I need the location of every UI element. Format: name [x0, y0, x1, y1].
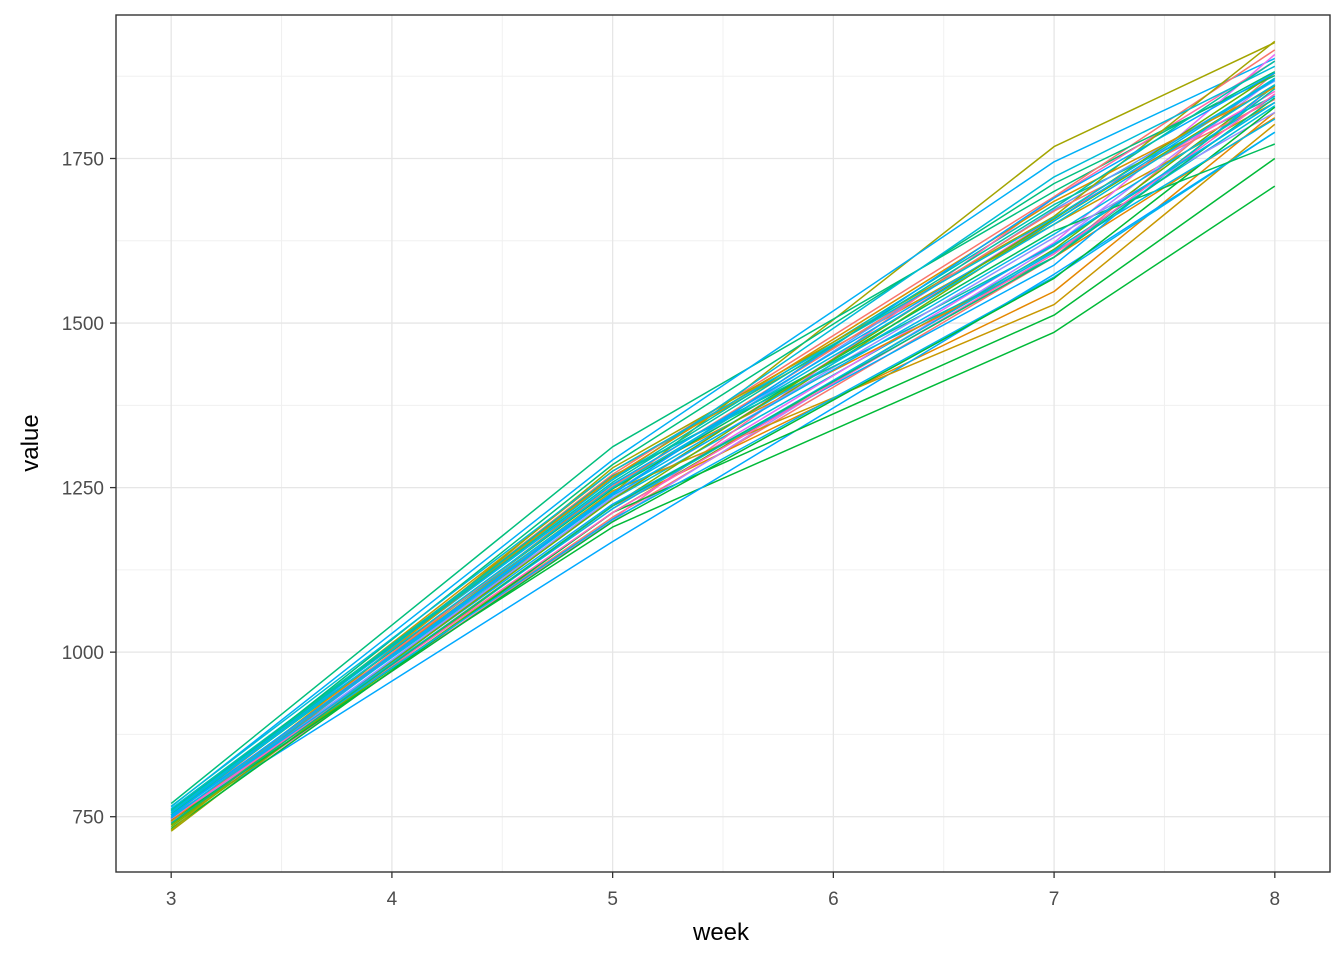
x-axis: 3 4 5 6 7 8: [166, 872, 1280, 910]
series-line-40: [170, 72, 1276, 817]
y-axis-title: value: [17, 414, 44, 471]
series-line-41: [170, 97, 1276, 824]
major-gridlines: [116, 15, 1330, 872]
series-line-35: [170, 106, 1276, 822]
series-line-10: [170, 57, 1276, 808]
series-line-7: [170, 70, 1276, 805]
x-tick-label: 8: [1270, 889, 1281, 910]
series-line-3: [170, 101, 1276, 816]
series-lines: [170, 40, 1276, 832]
x-tick-label: 5: [607, 889, 618, 910]
y-tick-label: 1500: [62, 314, 104, 335]
series-line-44: [170, 84, 1276, 814]
series-line-37: [170, 86, 1276, 822]
series-line-34: [170, 72, 1276, 826]
y-tick-label: 1250: [62, 479, 104, 500]
x-tick-label: 4: [387, 889, 398, 910]
y-tick-label: 1750: [62, 149, 104, 170]
series-line-33: [170, 78, 1276, 812]
x-axis-title: week: [692, 919, 750, 946]
y-tick-label: 750: [72, 808, 104, 829]
series-line-17: [170, 131, 1276, 822]
x-tick-label: 6: [828, 889, 839, 910]
series-line-22: [170, 131, 1276, 818]
series-line-36: [170, 118, 1276, 819]
y-tick-label: 1000: [62, 643, 104, 664]
series-line-29: [170, 111, 1276, 823]
x-tick-label: 7: [1049, 889, 1060, 910]
series-line-43: [170, 101, 1276, 819]
x-tick-label: 3: [166, 889, 177, 910]
y-axis: 750 1000 1250 1500 1750: [62, 149, 116, 829]
plot-border: [115, 14, 1331, 873]
series-line-42: [170, 60, 1276, 811]
